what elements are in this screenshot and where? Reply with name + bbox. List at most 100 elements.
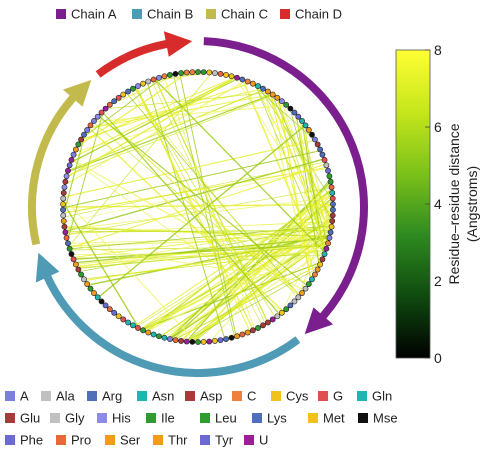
residue-legend-label: Leu <box>215 411 237 426</box>
contact-line <box>127 94 299 295</box>
residue-dot <box>283 306 290 313</box>
residue-swatch <box>357 391 367 401</box>
residue-legend-item: C <box>232 389 256 404</box>
residue-dot <box>130 85 136 92</box>
residue-legend-item: Cys <box>271 389 309 404</box>
residue-legend-label: Ala <box>56 389 76 404</box>
residue-legend-item: Asp <box>185 389 222 404</box>
residue-legend-label: Ser <box>120 433 141 448</box>
residue-dot <box>120 316 127 323</box>
contact-line <box>64 205 138 326</box>
residue-swatch <box>146 413 156 423</box>
contact-line <box>65 140 314 198</box>
residue-swatch <box>153 435 163 445</box>
distance-colorbar: 0 2 4 6 8 Residue–residue distance (Angstrom… <box>395 42 480 366</box>
residue-dot <box>223 72 229 78</box>
contact-line <box>278 101 311 279</box>
residue-dot <box>150 331 157 338</box>
residue-dot <box>244 329 251 336</box>
residue-legend-label: Phe <box>20 433 43 448</box>
contact-line <box>69 94 271 172</box>
residue-swatch <box>318 391 328 401</box>
residue-legend: A Ala Arg Asn Asp C Cys G Gln Glu Gly His Ile Leu Lys M… <box>5 389 398 448</box>
residue-dot <box>291 109 298 116</box>
contact-line <box>260 89 331 199</box>
residue-legend-item: Leu <box>200 411 237 426</box>
residue-dot <box>94 113 101 120</box>
residue-dot <box>78 271 84 278</box>
residue-dot <box>217 70 224 77</box>
residue-dot <box>319 151 326 158</box>
residue-dot <box>60 195 67 202</box>
contact-line <box>66 225 327 241</box>
residue-dot <box>140 80 146 87</box>
residue-dot <box>317 146 324 153</box>
residue-dot <box>61 184 68 191</box>
residue-dot <box>305 127 312 133</box>
contact-line <box>78 243 326 267</box>
contact-line <box>79 220 331 268</box>
residue-dot <box>234 333 240 340</box>
residue-dot <box>244 78 251 85</box>
contact-line <box>85 79 161 136</box>
contact-line <box>89 235 328 286</box>
residue-dot <box>195 69 201 75</box>
residue-dot <box>161 334 168 341</box>
residue-swatch <box>232 391 242 401</box>
chain-legend-label: Chain A <box>71 7 117 22</box>
residue-dot <box>260 85 266 92</box>
residue-legend-label: Ile <box>161 411 175 426</box>
residue-dot <box>302 122 309 129</box>
residue-swatch <box>5 435 15 445</box>
residue-dot <box>183 69 190 76</box>
residue-dot <box>329 189 336 196</box>
contact-line <box>73 159 303 291</box>
residue-dot <box>65 240 71 247</box>
residue-legend-label: Asn <box>152 389 174 404</box>
residue-swatch <box>358 413 368 423</box>
contact-line <box>269 95 315 273</box>
contact-line <box>196 230 330 341</box>
residue-dot <box>167 72 173 78</box>
chain-arcs <box>28 31 368 377</box>
residue-dot <box>274 313 281 320</box>
contact-line <box>147 243 326 331</box>
chain-legend-item: Chain C <box>206 7 268 22</box>
contact-line <box>73 160 282 312</box>
residue-dot <box>161 73 168 80</box>
residue-dot <box>130 322 136 329</box>
residue-dot <box>295 294 302 301</box>
residue-dot <box>326 234 333 241</box>
residue-swatch <box>252 413 262 423</box>
residue-dot <box>330 206 336 213</box>
residue-dot <box>111 98 118 105</box>
residue-dot <box>62 229 69 236</box>
contact-line <box>99 125 305 297</box>
residue-contacts <box>64 73 332 341</box>
residue-dot <box>70 256 77 263</box>
contact-line <box>80 74 186 145</box>
residue-dot <box>206 69 213 76</box>
chain-arc <box>95 38 178 78</box>
residue-dot <box>323 245 330 252</box>
residue-dot <box>106 306 113 313</box>
residue-dot <box>323 162 330 169</box>
contact-line <box>108 92 267 109</box>
chain-arc <box>203 37 368 327</box>
residue-dot <box>299 290 305 296</box>
residue-legend-item: Tyr <box>200 433 234 448</box>
residue-dot <box>60 189 67 196</box>
residue-dot <box>314 266 321 273</box>
residue-dot <box>78 136 84 143</box>
residue-dot <box>330 201 336 208</box>
residue-dot <box>60 212 67 219</box>
residue-dot <box>98 109 105 116</box>
contact-line <box>189 269 316 341</box>
residue-dot <box>72 261 79 268</box>
residue-dot <box>156 333 162 340</box>
residue-dot <box>60 218 67 225</box>
contact-line <box>266 93 332 217</box>
contact-line <box>131 91 297 297</box>
residue-dot <box>111 309 118 316</box>
residue-dot <box>84 127 91 133</box>
